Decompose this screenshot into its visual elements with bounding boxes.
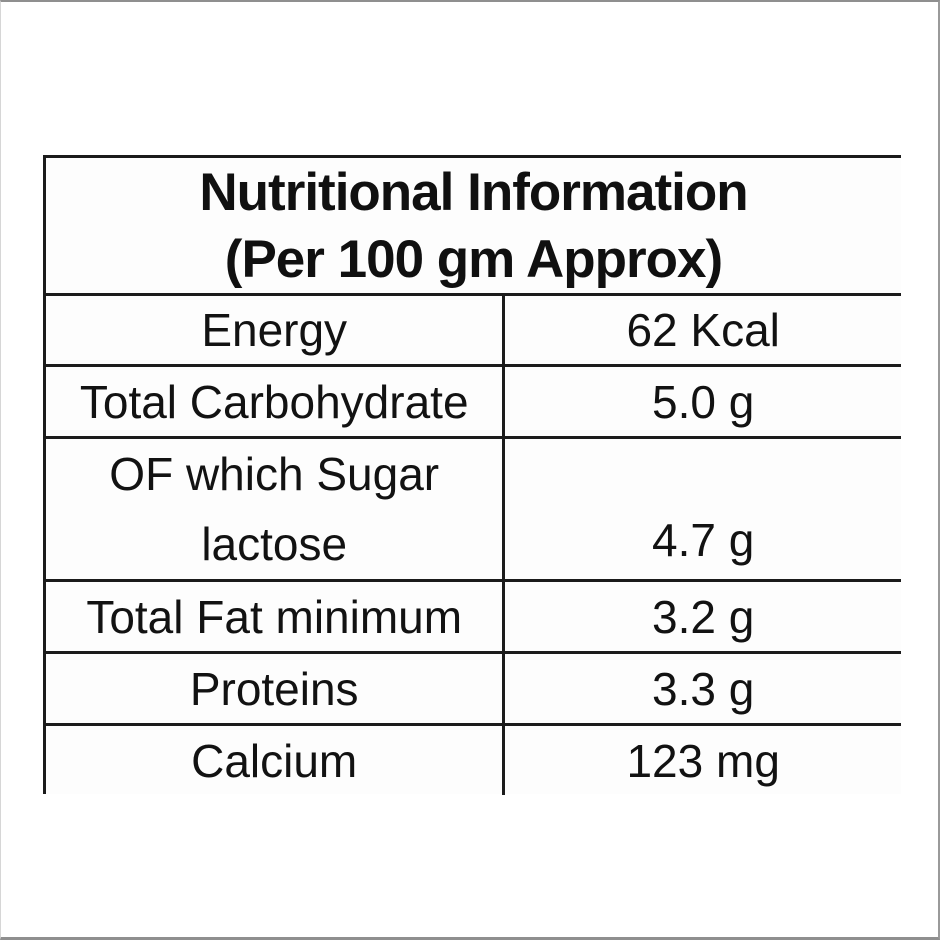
nutrition-table: Nutritional Information (Per 100 gm Appr…	[43, 155, 901, 795]
row-value: 4.7 g	[505, 439, 901, 579]
row-label: Total Fat minimum	[46, 582, 506, 651]
row-label-line2: lactose	[201, 518, 348, 570]
table-title: Nutritional Information	[199, 162, 748, 222]
table-row-carbohydrate: Total Carbohydrate 5.0 g	[46, 367, 901, 439]
table-header: Nutritional Information (Per 100 gm Appr…	[46, 158, 901, 296]
row-value: 62 Kcal	[626, 304, 780, 356]
row-label: Calcium	[46, 726, 506, 795]
table-row-proteins: Proteins 3.3 g	[46, 654, 901, 726]
row-value: 123 mg	[626, 734, 780, 787]
table-row-fat: Total Fat minimum 3.2 g	[46, 582, 901, 654]
row-label: OF which Sugar lactose	[46, 439, 506, 579]
row-value: 5.0 g	[652, 375, 755, 428]
table-subtitle: (Per 100 gm Approx)	[224, 229, 723, 289]
row-value-text: 4.7 g	[652, 514, 755, 566]
row-label: Energy	[46, 296, 506, 364]
table-row-sugar-lactose: OF which Sugar lactose 4.7 g	[46, 439, 901, 582]
row-label: Proteins	[46, 654, 506, 723]
row-label-line1: OF which Sugar	[109, 448, 440, 500]
row-value: 3.3 g	[652, 662, 755, 715]
row-value: 3.2 g	[652, 590, 755, 643]
table-row-calcium: Calcium 123 mg	[46, 726, 901, 795]
table-row-energy: Energy 62 Kcal	[46, 296, 901, 367]
row-label: Total Carbohydrate	[46, 367, 506, 436]
